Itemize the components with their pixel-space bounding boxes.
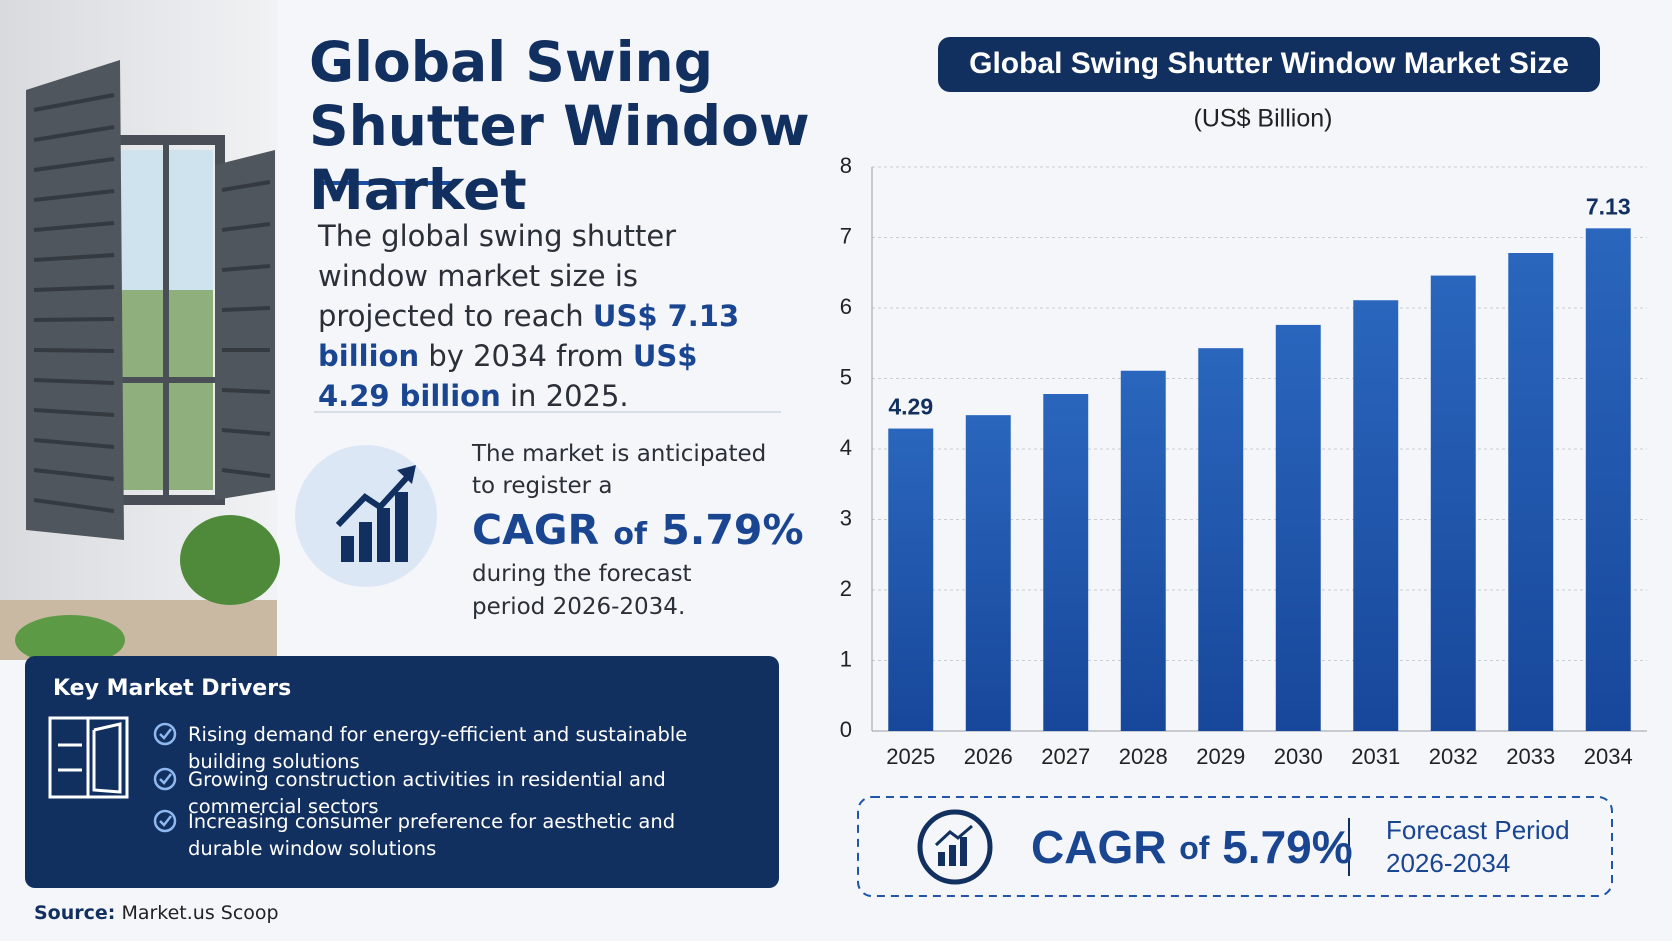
y-tick-label: 7	[840, 223, 852, 248]
bar	[1275, 324, 1321, 731]
cagr-intro: The market is anticipated to register a	[472, 441, 767, 499]
x-tick-label: 2030	[1274, 744, 1323, 769]
cagr-main: CAGR of 5.79%	[472, 504, 804, 561]
summary-text: in 2025.	[509, 379, 629, 413]
x-tick-label: 2031	[1351, 744, 1400, 769]
bar	[965, 415, 1011, 731]
cagr-of: of	[1179, 830, 1210, 866]
window-icon	[48, 716, 129, 799]
drivers-title: Key Market Drivers	[53, 676, 292, 701]
page-title: Global Swing Shutter Window Market	[309, 30, 810, 222]
chart-subtitle: (US$ Billion)	[1194, 105, 1333, 133]
bar	[1585, 228, 1631, 731]
summary-text: by 2034 from	[428, 339, 624, 373]
cagr-label: CAGR	[472, 506, 600, 554]
y-tick-label: 4	[840, 435, 852, 460]
bar	[1043, 394, 1089, 731]
drivers-panel	[25, 656, 779, 888]
y-tick-label: 8	[840, 153, 852, 178]
x-tick-label: 2026	[964, 744, 1013, 769]
cagr-footer-value: CAGR of 5.79%	[1031, 821, 1353, 873]
summary-highlight: US$ 4.29 billion	[318, 339, 698, 413]
window-photo	[0, 0, 280, 665]
source-value: Market.us Scoop	[121, 902, 279, 924]
period-label: Forecast Period	[1386, 815, 1570, 845]
y-tick-label: 2	[840, 576, 852, 601]
value-label: 7.13	[1586, 193, 1631, 219]
driver-item: Growing construction activities in resid…	[188, 768, 666, 818]
bar	[888, 428, 934, 731]
bar	[1353, 300, 1399, 731]
y-tick-label: 3	[840, 505, 852, 530]
y-tick-label: 5	[840, 364, 852, 389]
y-tick-label: 6	[840, 294, 852, 319]
cagr-value: 5.79%	[1222, 821, 1352, 873]
value-label: 4.29	[888, 394, 933, 420]
y-tick-label: 0	[840, 717, 852, 742]
period: 2026-2034	[1386, 848, 1510, 878]
cagr-of: of	[613, 517, 647, 552]
y-tick-label: 1	[840, 646, 852, 671]
cagr-footer-icon	[917, 809, 993, 885]
chart-title-pill	[938, 37, 1600, 92]
summary-highlight: US$ 7.13 billion	[318, 299, 740, 373]
x-tick-label: 2028	[1119, 744, 1168, 769]
x-tick-label: 2032	[1429, 744, 1478, 769]
bar	[1508, 253, 1554, 731]
chart-title: Global Swing Shutter Window Market Size	[969, 47, 1569, 80]
x-tick-label: 2034	[1584, 744, 1633, 769]
summary: The global swing shutter window market s…	[318, 216, 778, 416]
summary-text: The global swing shutter window market s…	[318, 219, 677, 333]
cagr-label: CAGR	[1031, 821, 1166, 873]
x-tick-label: 2033	[1506, 744, 1555, 769]
driver-item: Rising demand for energy-efficient and s…	[188, 723, 688, 773]
cagr-outro: during the forecast period 2026-2034.	[472, 561, 692, 620]
growth-icon	[295, 445, 437, 587]
bar	[1430, 275, 1476, 731]
bar	[1120, 370, 1166, 731]
x-tick-label: 2029	[1196, 744, 1245, 769]
x-tick-label: 2027	[1041, 744, 1090, 769]
cagr-value: 5.79%	[661, 506, 804, 554]
bar	[1198, 348, 1244, 731]
source-label: Source:	[34, 902, 116, 924]
driver-item: Increasing consumer preference for aesth…	[188, 810, 676, 860]
source: Source: Market.us Scoop	[34, 902, 279, 924]
check-icons	[153, 722, 177, 833]
cagr-footer-box	[857, 796, 1613, 897]
x-tick-label: 2025	[886, 744, 935, 769]
